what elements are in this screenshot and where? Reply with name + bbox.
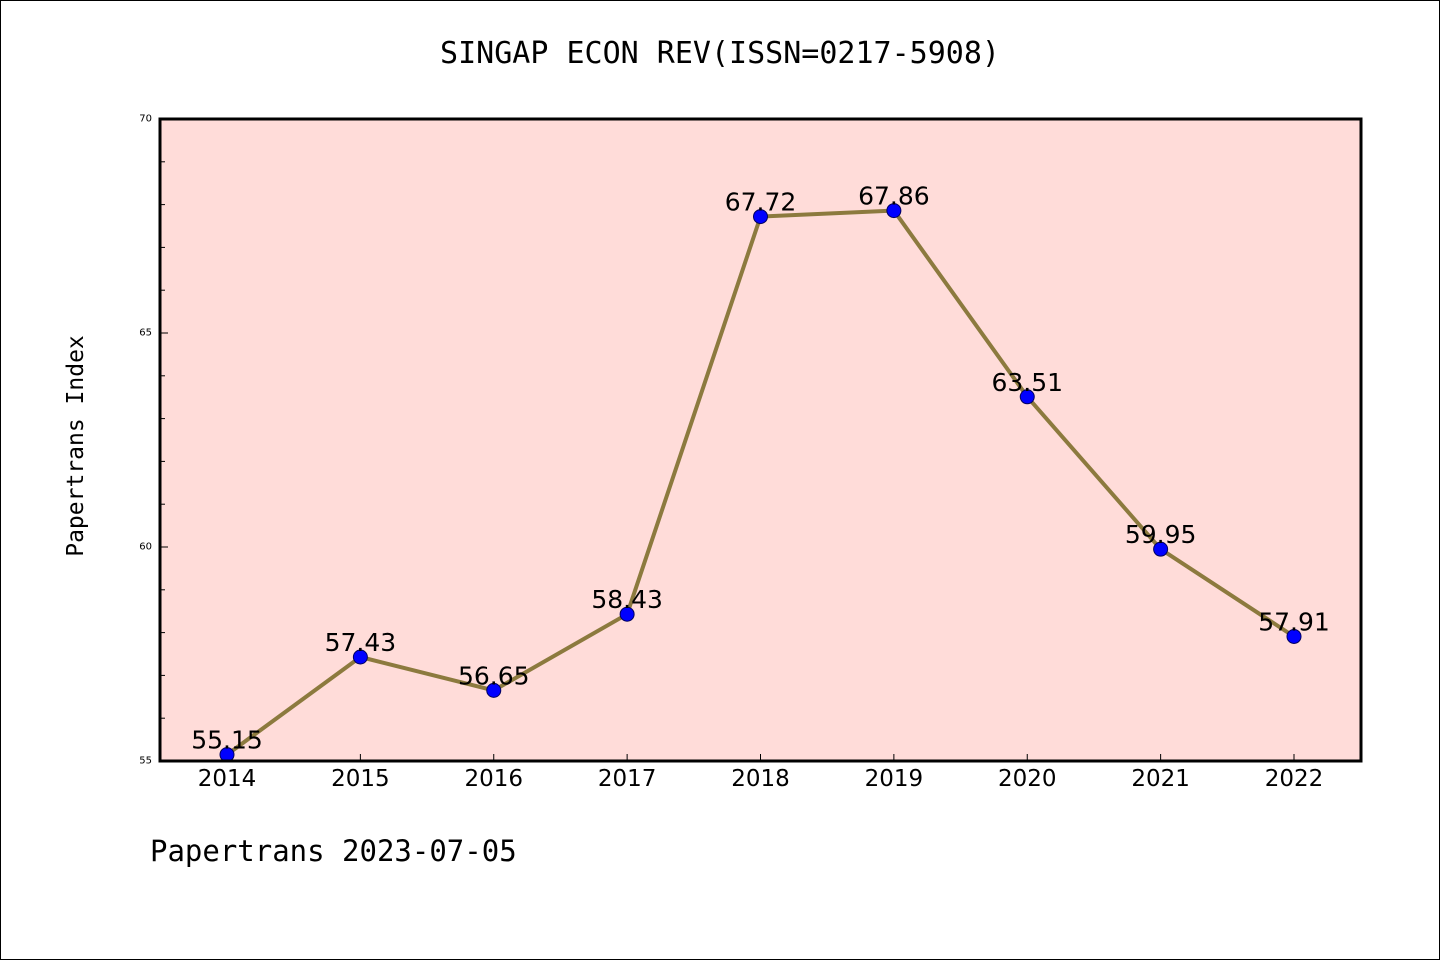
- chart-title: SINGAP ECON REV(ISSN=0217-5908): [440, 36, 1000, 71]
- data-label: 57.43: [325, 628, 397, 657]
- data-point: [352, 649, 368, 665]
- x-tick-label: 2021: [1131, 766, 1190, 792]
- x-tick-label: 2020: [998, 766, 1057, 792]
- y-tick-label: 60: [139, 542, 152, 553]
- data-label: 63.51: [991, 368, 1063, 397]
- x-axis: 2014 2015 2016 2017 2018 2019 2020 2021 2022: [198, 754, 1324, 792]
- x-tick-label: 2017: [598, 766, 657, 792]
- data-point: [1019, 389, 1035, 405]
- y-tick-label: 55: [139, 756, 152, 767]
- data-label: 59.95: [1125, 520, 1197, 549]
- data-label: 67.86: [858, 182, 930, 211]
- x-tick-label: 2022: [1265, 766, 1324, 792]
- series-markers: [219, 203, 1302, 763]
- data-point: [753, 209, 768, 225]
- data-label: 56.65: [458, 661, 530, 690]
- x-tick-label: 2018: [731, 766, 790, 792]
- data-labels: 55.15 57.43 56.65 58.43 67.72 67.86 63.51 59.95…: [191, 182, 1330, 755]
- data-label: 55.15: [191, 726, 263, 755]
- data-point: [486, 682, 502, 698]
- data-point: [1286, 628, 1302, 644]
- plot-border: [158, 117, 1363, 763]
- x-tick-label: 2015: [331, 766, 390, 792]
- data-label: 57.91: [1258, 607, 1330, 636]
- x-tick-label: 2019: [865, 766, 924, 792]
- footer-text: Papertrans 2023-07-05: [150, 834, 517, 868]
- data-label: 67.72: [725, 188, 797, 217]
- data-point: [619, 606, 635, 622]
- x-tick-label: 2016: [464, 766, 523, 792]
- data-label: 58.43: [591, 585, 663, 614]
- y-tick-label: 70: [139, 114, 152, 125]
- data-point: [886, 203, 902, 219]
- data-point: [1153, 541, 1169, 557]
- x-tick-label: 2014: [198, 766, 257, 792]
- y-tick-label: 65: [139, 328, 152, 339]
